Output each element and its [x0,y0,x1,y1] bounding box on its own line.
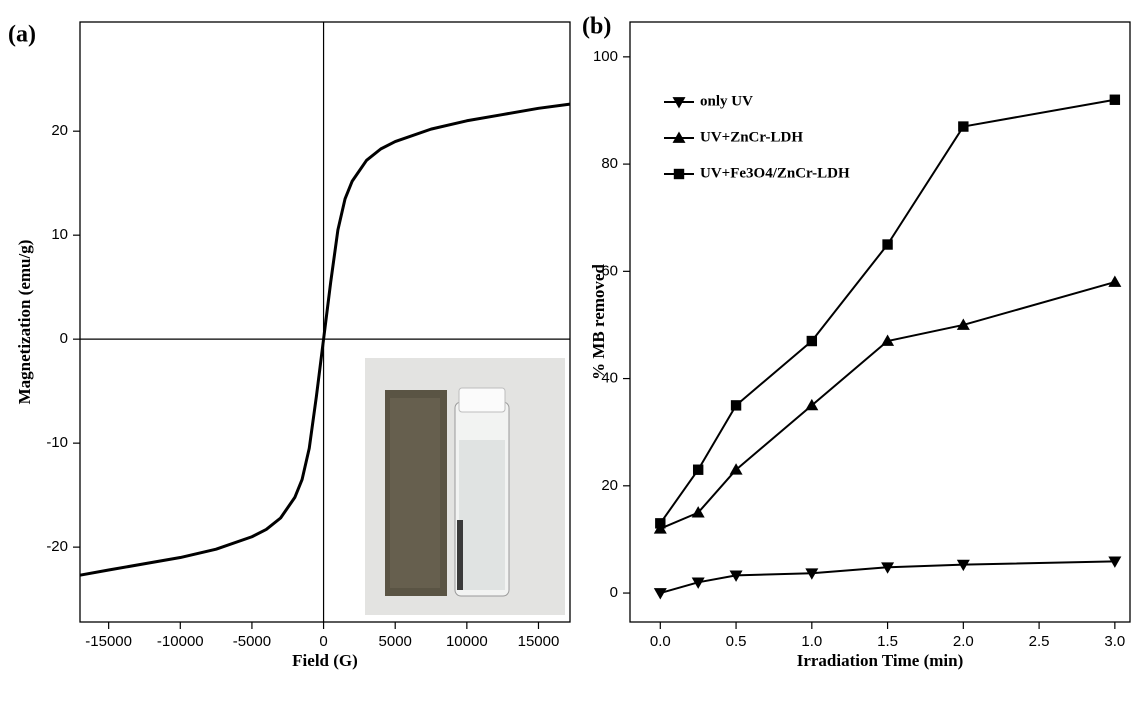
panel-label: (a) [8,22,36,48]
marker [958,121,969,132]
magnet-texture [390,398,440,588]
x-tick-label: -5000 [233,633,271,650]
marker [729,570,743,582]
data-line [79,102,571,577]
x-axis-label: Irradiation Time (min) [797,651,964,670]
marker [1109,94,1121,105]
y-tick-label: 10 [51,226,68,243]
y-tick-label: 20 [51,122,68,139]
data-line [659,281,1116,530]
marker [653,588,667,600]
plot-frame [629,21,1131,623]
legend-label: UV+ZnCr-LDH [700,129,803,145]
marker [655,518,666,529]
marker [672,97,686,109]
marker [692,464,704,475]
marker [691,577,705,589]
attracted-particles [457,520,463,590]
x-tick-label: 1.5 [877,633,898,650]
y-tick-label: -20 [46,538,68,555]
x-tick-label: 2.5 [1029,633,1050,650]
x-axis-label: Field (G) [292,651,358,670]
y-tick-label: 100 [593,48,618,65]
y-tick-label: 40 [601,370,618,387]
x-tick-label: 10000 [446,633,488,650]
x-tick-label: 15000 [518,633,560,650]
inset-photo [365,358,565,615]
legend-label: only UV [700,93,753,109]
y-tick-label: 20 [601,477,618,494]
marker [956,559,970,572]
marker [691,506,705,518]
marker [730,400,742,411]
y-tick-label: 60 [601,262,618,279]
y-tick-label: 80 [601,155,618,172]
y-tick-label: 0 [60,330,68,347]
x-tick-label: 2.0 [953,633,974,650]
marker [806,335,818,347]
y-tick-label: -10 [46,434,68,451]
marker [672,131,686,143]
x-tick-label: 5000 [379,633,412,650]
y-axis-label: % MB removed [589,264,608,380]
plot-frame [79,21,571,623]
marker [805,398,819,411]
legend-label: UV+Fe3O4/ZnCr-LDH [700,165,850,181]
vial-cap [458,387,506,413]
marker [882,239,893,250]
x-tick-label: 0 [319,633,327,650]
marker [805,568,819,580]
x-tick-label: 0.0 [650,633,671,650]
marker [956,318,970,330]
x-tick-label: 3.0 [1104,633,1125,650]
x-tick-label: -10000 [157,633,204,650]
y-tick-label: 0 [610,584,618,601]
marker [673,168,685,180]
x-tick-label: -15000 [85,633,132,650]
y-axis-label: Magnetization (emu/g) [15,240,34,405]
marker [1108,275,1122,287]
marker [729,463,743,475]
panel-label: (b) [582,14,611,40]
vial-liquid [459,440,505,590]
marker [881,334,895,346]
x-tick-label: 1.0 [801,633,822,650]
marker [881,562,895,574]
data-line [659,98,1116,524]
marker [1108,556,1122,568]
x-tick-label: 0.5 [726,633,747,650]
